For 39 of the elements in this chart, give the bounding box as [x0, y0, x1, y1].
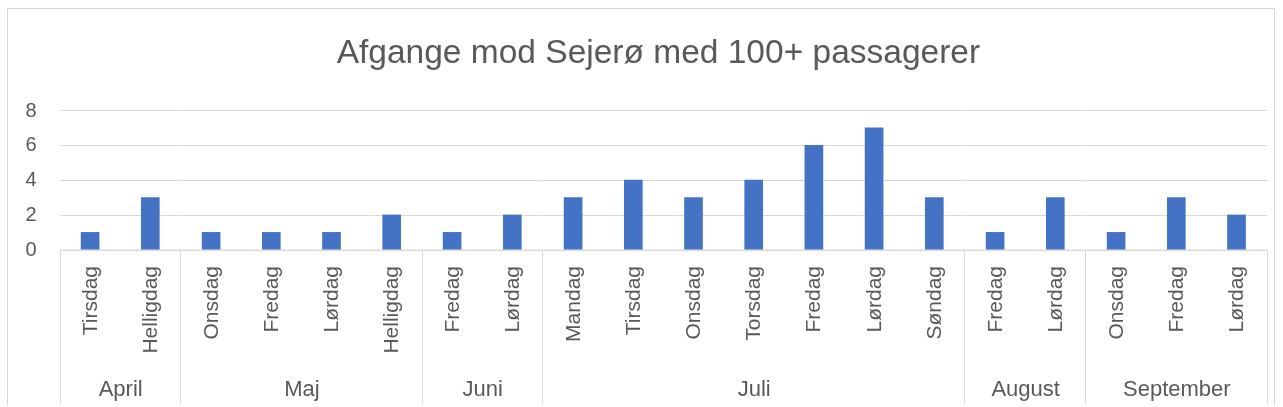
x-tick-label: Lørdag [319, 266, 342, 333]
bar [744, 179, 764, 250]
bar [804, 144, 824, 250]
x-tick-label: Mandag [560, 266, 584, 342]
x-axis-title: Maj [284, 376, 320, 401]
x-tick-label: Onsdag [198, 266, 222, 340]
x-tick-label: Tirsdag [620, 266, 644, 336]
y-tick-label: 8 [25, 98, 37, 121]
x-axis-title: April [98, 376, 143, 401]
x-tick-label: Fredag [1163, 266, 1187, 333]
x-tick-label: Onsdag [1103, 266, 1127, 340]
x-axis-title: August [991, 376, 1060, 401]
x-tick-label: Fredag [982, 266, 1006, 333]
x-tick-label: Lørdag [861, 266, 885, 333]
x-axis-title: September [1122, 376, 1231, 401]
chart-title: Afgange mod Sejerø med 100+ passagerer [336, 32, 981, 70]
y-tick-label: 4 [25, 168, 37, 191]
x-axis-title: Juli [737, 376, 771, 401]
bar [864, 127, 884, 250]
x-tick-label: Lørdag [499, 266, 523, 333]
bar [623, 179, 643, 250]
x-tick-label: Tirsdag [77, 266, 101, 336]
x-tick-label: Helligdag [137, 266, 161, 354]
x-tick-label: Fredag [801, 266, 825, 333]
y-tick-label: 2 [25, 203, 37, 226]
y-tick-label: 0 [25, 238, 37, 260]
x-axis-title: Juni [462, 376, 503, 401]
x-tick-label: Søndag [921, 266, 945, 340]
bar [684, 197, 703, 250]
bar [563, 197, 583, 250]
x-tick-label: Fredag [439, 266, 463, 333]
x-tick-label: Onsdag [681, 266, 704, 340]
x-tick-label: Lørdag [1042, 266, 1066, 333]
x-tick-label: Fredag [258, 266, 282, 333]
y-tick-label: 6 [25, 133, 37, 156]
x-tick-label: Torsdag [741, 266, 765, 341]
bar [924, 197, 944, 250]
x-tick-label: Lørdag [1224, 266, 1247, 333]
x-tick-label: Helligdag [379, 266, 403, 354]
